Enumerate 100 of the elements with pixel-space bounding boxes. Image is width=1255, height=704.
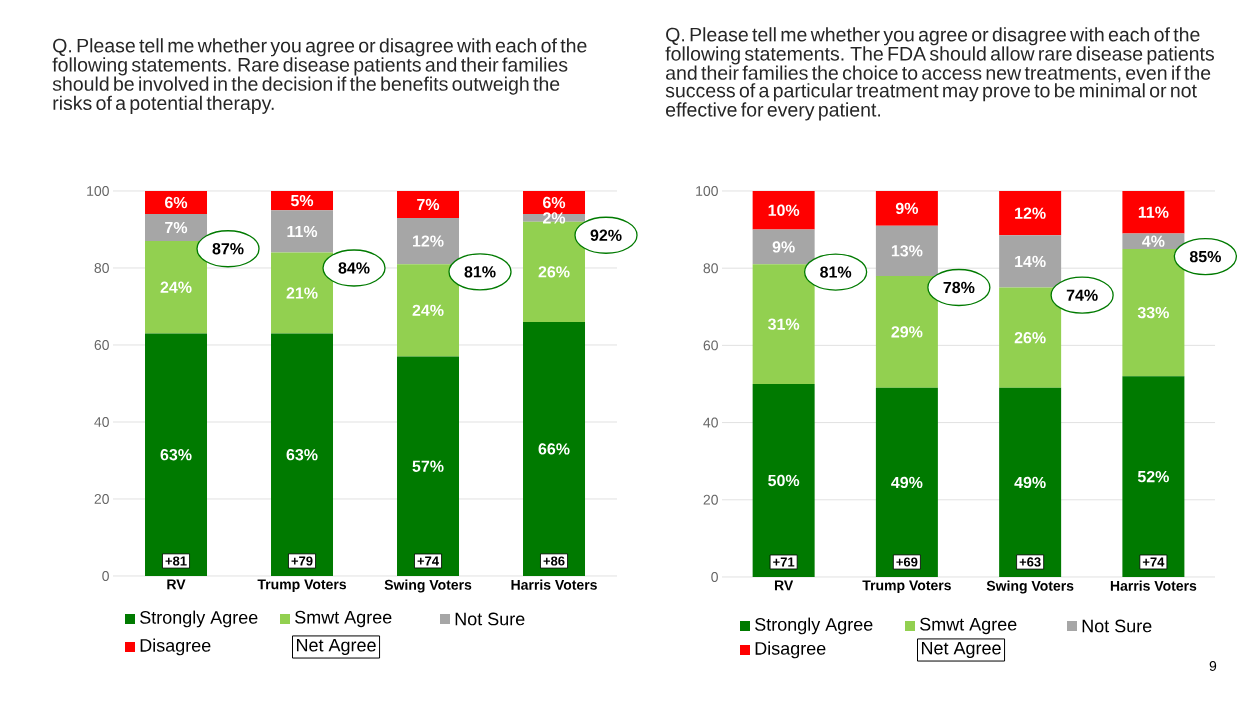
bar — [999, 387, 1062, 577]
legend-label: Strongly Agree — [140, 610, 258, 628]
data-label: 52% — [1137, 470, 1169, 483]
annotation: 74% — [1066, 289, 1098, 301]
text: Net Agree — [296, 638, 376, 656]
x-tick-label: RV — [167, 579, 186, 590]
bar — [271, 210, 334, 253]
y-tick-label: 100 — [87, 186, 109, 196]
x-tick-label: Swing Voters — [986, 580, 1074, 594]
y-tick-label: 60 — [94, 340, 109, 350]
y-tick-label: 0 — [711, 572, 718, 582]
data-label: 49% — [1014, 476, 1046, 489]
bar — [145, 214, 208, 242]
data-label: 10% — [768, 204, 800, 216]
data-label: 49% — [891, 476, 923, 489]
data-label: 9% — [772, 241, 795, 253]
legend-label: Not Sure — [455, 612, 525, 626]
legend-label: Disagree — [755, 641, 826, 659]
bar — [999, 190, 1062, 236]
data-label: 12% — [1015, 207, 1046, 219]
x-tick-label: RV — [774, 580, 794, 591]
annotation: 87% — [212, 243, 244, 255]
y-tick-label: 80 — [94, 263, 109, 273]
annotation: +71 — [773, 557, 795, 567]
text: 9 — [1209, 661, 1217, 671]
annotation: +74 — [417, 556, 439, 566]
data-label: 21% — [286, 287, 318, 299]
data-label: 6% — [165, 196, 188, 209]
bar — [145, 241, 208, 334]
bar — [271, 333, 334, 576]
data-label: 26% — [1014, 332, 1046, 344]
data-label: 33% — [1137, 306, 1169, 319]
data-label: 9% — [895, 202, 919, 215]
x-tick-label: Trump Voters — [257, 579, 347, 593]
data-label: 26% — [538, 266, 570, 278]
annotation: +81 — [165, 556, 187, 566]
legend-label: Smwt Agree — [295, 610, 392, 628]
legend-label: Smwt Agree — [920, 617, 1017, 635]
annotation: 81% — [464, 266, 496, 278]
text: Net Agree — [921, 641, 1001, 659]
y-tick-label: 100 — [696, 186, 718, 196]
data-label: 7% — [417, 198, 440, 211]
legend-label: Disagree — [140, 638, 211, 656]
y-tick-label: 40 — [703, 417, 718, 428]
x-tick-label: Harris Voters — [511, 579, 597, 590]
chart-title: Q. Please tell me whether you agree or disagree with each of the following statements. The FDA should allow rare disease patients and their families the choice to access new treatments, even if the success of a particular treatment may prove to be minimal or not effective for every patient. — [665, 27, 1214, 121]
data-label: 66% — [538, 443, 570, 455]
data-label: 11% — [287, 225, 318, 238]
annotation: 92% — [590, 229, 622, 241]
data-label: 31% — [767, 318, 800, 330]
y-tick-label: 80 — [703, 263, 718, 274]
data-label: 24% — [412, 304, 444, 316]
data-label: 12% — [413, 235, 444, 247]
annotation: 84% — [338, 262, 370, 274]
data-label: 11% — [1138, 206, 1169, 218]
bar — [397, 190, 460, 218]
annotation: +79 — [291, 556, 313, 566]
data-label: 63% — [160, 449, 192, 461]
bar — [875, 225, 938, 276]
data-label: 57% — [412, 460, 444, 472]
data-label: 50% — [768, 474, 800, 487]
bar — [271, 252, 334, 334]
chart-title: Q. Please tell me whether you agree or disagree with each of the following statements. Rare disease patients and their families should be involved in the decision if the benefits outweigh the risks of a potential therapy. — [52, 38, 587, 114]
data-label: 4% — [1142, 235, 1165, 247]
bar — [397, 264, 460, 357]
annotation: 85% — [1189, 250, 1221, 263]
bar — [999, 235, 1062, 288]
annotation: +74 — [1142, 557, 1165, 567]
bar — [999, 287, 1062, 388]
x-tick-label: Trump Voters — [862, 580, 951, 594]
data-label: 7% — [165, 221, 188, 234]
data-label: 29% — [891, 326, 923, 338]
bar — [1122, 248, 1185, 377]
bar — [397, 217, 460, 265]
data-label: 24% — [160, 281, 192, 293]
annotation: 81% — [820, 266, 852, 278]
y-tick-label: 60 — [703, 340, 718, 351]
bar — [752, 190, 815, 230]
annotation: +69 — [896, 557, 918, 567]
legend-label: Strongly Agree — [755, 617, 873, 635]
bar — [145, 333, 208, 576]
bar — [875, 275, 938, 388]
bar — [523, 321, 586, 576]
data-label: 14% — [1015, 255, 1046, 268]
bar — [397, 356, 460, 576]
annotation: 78% — [943, 281, 975, 294]
data-label: 5% — [290, 194, 314, 207]
y-tick-label: 40 — [94, 417, 109, 427]
bar — [875, 387, 938, 577]
bar — [752, 229, 815, 265]
bar — [752, 264, 815, 384]
x-tick-label: Swing Voters — [384, 579, 472, 593]
y-tick-label: 20 — [94, 494, 109, 504]
legend-label: Not Sure — [1082, 619, 1152, 633]
bar — [1122, 233, 1185, 249]
bar — [145, 190, 208, 215]
bar — [1122, 376, 1185, 577]
annotation: +86 — [543, 556, 565, 566]
y-tick-label: 20 — [703, 494, 718, 505]
x-tick-label: Harris Voters — [1110, 580, 1197, 591]
